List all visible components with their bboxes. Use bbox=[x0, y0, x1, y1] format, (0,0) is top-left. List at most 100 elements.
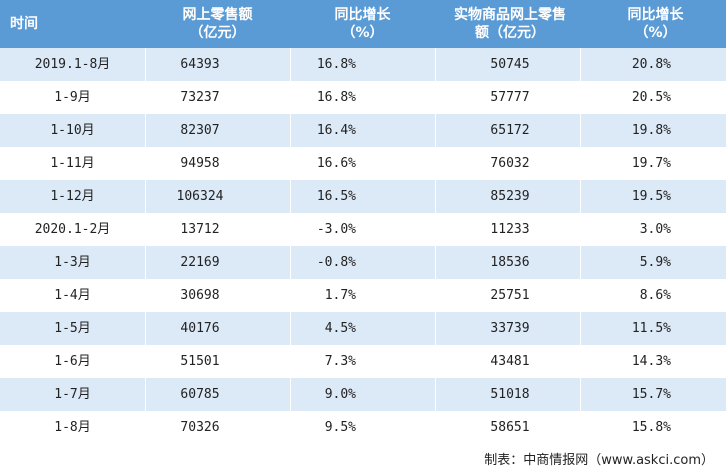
cell-divider bbox=[435, 411, 436, 444]
cell-divider bbox=[580, 312, 581, 345]
cell-divider bbox=[290, 180, 291, 213]
cell-divider bbox=[580, 246, 581, 279]
cell-divider bbox=[435, 81, 436, 114]
cell-divider bbox=[435, 213, 436, 246]
table-cell: 73237 bbox=[180, 90, 220, 105]
table-cell: 33739 bbox=[490, 321, 530, 336]
cell-divider bbox=[290, 213, 291, 246]
cell-divider bbox=[580, 213, 581, 246]
table-row: 1-9月 73237 16.8% 57777 20.5% bbox=[0, 81, 726, 114]
table-row: 1-6月 51501 7.3% 43481 14.3% bbox=[0, 345, 726, 378]
table-cell: 11.5% bbox=[631, 321, 671, 336]
table-cell: 1-9月 bbox=[54, 90, 91, 105]
table-cell: 57777 bbox=[490, 90, 530, 105]
cell-divider bbox=[145, 81, 146, 114]
table-row: 1-10月 82307 16.4% 65172 19.8% bbox=[0, 114, 726, 147]
table-cell: 20.8% bbox=[631, 57, 671, 72]
table-cell: 11233 bbox=[490, 222, 530, 237]
table-cell: 19.7% bbox=[631, 156, 671, 171]
cell-divider bbox=[290, 312, 291, 345]
table-cell: 70326 bbox=[180, 420, 220, 435]
header-cell: 时间 bbox=[10, 0, 145, 48]
cell-divider bbox=[145, 213, 146, 246]
cell-divider bbox=[290, 378, 291, 411]
table-cell: 2020.1-2月 bbox=[34, 222, 111, 237]
table-cell: 14.3% bbox=[631, 354, 671, 369]
table-cell: 18536 bbox=[490, 255, 530, 270]
cell-divider bbox=[145, 48, 146, 81]
cell-divider bbox=[580, 279, 581, 312]
cell-divider bbox=[435, 312, 436, 345]
table-cell: 64393 bbox=[180, 57, 220, 72]
header-text: 额（亿元） bbox=[475, 25, 545, 41]
table-cell: 82307 bbox=[180, 123, 220, 138]
table-cell: 106324 bbox=[176, 189, 224, 204]
cell-divider bbox=[145, 378, 146, 411]
cell-divider bbox=[580, 378, 581, 411]
table-cell: 1-11月 bbox=[50, 156, 95, 171]
table-cell: -0.8% bbox=[316, 255, 356, 270]
table-cell: 16.6% bbox=[316, 156, 356, 171]
table-cell: 22169 bbox=[180, 255, 220, 270]
table-cell: 16.8% bbox=[316, 57, 356, 72]
source-note: 制表：中商情报网（www.askci.com） bbox=[484, 453, 714, 468]
table-cell: 1-6月 bbox=[54, 354, 91, 369]
cell-divider bbox=[145, 246, 146, 279]
table-row: 1-8月 70326 9.5% 58651 15.8% bbox=[0, 411, 726, 444]
cell-divider bbox=[435, 180, 436, 213]
table-row: 2020.1-2月 13712 -3.0% 11233 3.0% bbox=[0, 213, 726, 246]
cell-divider bbox=[290, 81, 291, 114]
table-cell: 58651 bbox=[490, 420, 530, 435]
cell-divider bbox=[290, 246, 291, 279]
table-row: 1-12月 106324 16.5% 85239 19.5% bbox=[0, 180, 726, 213]
table-row: 1-3月 22169 -0.8% 18536 5.9% bbox=[0, 246, 726, 279]
header-text: 实物商品网上零售 bbox=[454, 7, 566, 23]
table-cell: 1-10月 bbox=[50, 123, 95, 138]
header-text: （亿元） bbox=[189, 25, 246, 41]
cell-divider bbox=[580, 345, 581, 378]
cell-divider bbox=[290, 48, 291, 81]
table-cell: 1-12月 bbox=[50, 189, 95, 204]
table-row: 2019.1-8月 64393 16.8% 50745 20.8% bbox=[0, 48, 726, 81]
cell-divider bbox=[290, 345, 291, 378]
table-header: 时间 网上零售额 （亿元） 同比增长 （%） 实物商品网上零售 额（亿元） 同比增长 （%） bbox=[0, 0, 726, 48]
cell-divider bbox=[290, 279, 291, 312]
table-cell: 94958 bbox=[180, 156, 220, 171]
cell-divider bbox=[290, 114, 291, 147]
table-row: 1-7月 60785 9.0% 51018 15.7% bbox=[0, 378, 726, 411]
cell-divider bbox=[580, 114, 581, 147]
cell-divider bbox=[580, 411, 581, 444]
header-cell: 实物商品网上零售 额（亿元） bbox=[435, 0, 585, 48]
header-text: （%） bbox=[341, 25, 384, 41]
cell-divider bbox=[145, 279, 146, 312]
table-cell: 1-8月 bbox=[54, 420, 91, 435]
table-cell: 51018 bbox=[490, 387, 530, 402]
table-cell: 1-7月 bbox=[54, 387, 91, 402]
table-cell: 1-3月 bbox=[54, 255, 91, 270]
table-cell: 16.5% bbox=[316, 189, 356, 204]
table-cell: 4.5% bbox=[324, 321, 356, 336]
cell-divider bbox=[435, 378, 436, 411]
cell-divider bbox=[435, 345, 436, 378]
cell-divider bbox=[580, 147, 581, 180]
table-cell: 20.5% bbox=[631, 90, 671, 105]
table-cell: -3.0% bbox=[316, 222, 356, 237]
table-cell: 19.5% bbox=[631, 189, 671, 204]
header-text: 时间 bbox=[10, 16, 38, 32]
table-cell: 16.8% bbox=[316, 90, 356, 105]
table-cell: 16.4% bbox=[316, 123, 356, 138]
table-cell: 13712 bbox=[180, 222, 220, 237]
cell-divider bbox=[435, 246, 436, 279]
table-cell: 50745 bbox=[490, 57, 530, 72]
table-cell: 5.9% bbox=[639, 255, 671, 270]
table-cell: 2019.1-8月 bbox=[34, 57, 111, 72]
table-cell: 1-4月 bbox=[54, 288, 91, 303]
table-cell: 19.8% bbox=[631, 123, 671, 138]
header-cell: 同比增长 （%） bbox=[290, 0, 435, 48]
table-cell: 7.3% bbox=[324, 354, 356, 369]
cell-divider bbox=[580, 48, 581, 81]
table-cell: 8.6% bbox=[639, 288, 671, 303]
cell-divider bbox=[145, 147, 146, 180]
table-row: 1-11月 94958 16.6% 76032 19.7% bbox=[0, 147, 726, 180]
